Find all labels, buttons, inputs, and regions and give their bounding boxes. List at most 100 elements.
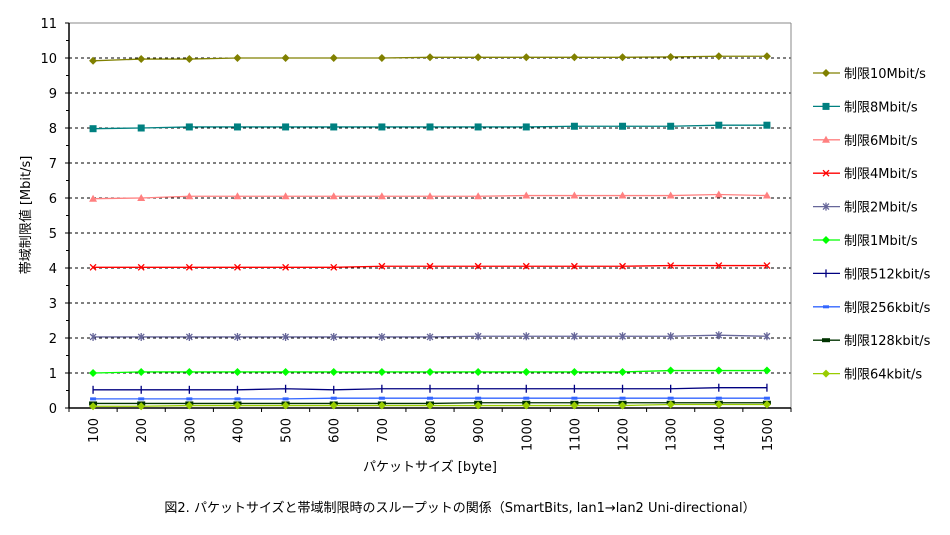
data-point (618, 191, 627, 199)
data-point (185, 123, 193, 131)
data-point (763, 396, 770, 400)
axes: 0 1 2 3 4 5 6 7 8 9 10 11 100 200 300 400 500 600 700 800 90… (40, 17, 792, 451)
y-tick-label: 3 (49, 297, 57, 312)
data-point (426, 401, 434, 410)
legend: 制限10Mbit/s 制限8Mbit/s 制限6Mbit/s 制限4Mbit/s 制限2… (813, 67, 931, 383)
data-point (233, 192, 242, 200)
series-2 (89, 121, 771, 133)
data-point (523, 396, 530, 400)
data-point (474, 367, 483, 376)
data-point (89, 332, 97, 341)
data-point (619, 262, 626, 270)
legend-marker (822, 338, 830, 343)
legend-label: 制限256kbit/s (844, 301, 931, 316)
data-point (667, 396, 674, 400)
data-point (233, 367, 242, 376)
x-tick-label: 900 (472, 418, 487, 443)
data-point (89, 369, 98, 377)
x-tick-label: 700 (376, 418, 391, 443)
data-point (714, 190, 723, 198)
data-point (89, 263, 97, 271)
data-point (570, 191, 579, 199)
data-point (137, 263, 145, 271)
data-point (522, 367, 531, 376)
data-point (138, 397, 145, 401)
data-point (762, 52, 771, 61)
data-point (378, 332, 386, 341)
legend-label: 制限64kbit/s (844, 368, 922, 383)
x-tick-label: 1400 (713, 418, 728, 451)
data-point (377, 54, 386, 62)
data-point (377, 367, 386, 376)
data-point (281, 401, 290, 410)
legend-item: 制限512kbit/s (813, 267, 931, 282)
data-point (330, 123, 338, 131)
data-point (233, 123, 241, 131)
legend-marker (822, 135, 830, 143)
data-point (426, 53, 434, 62)
data-point (281, 367, 290, 376)
data-point (185, 192, 194, 200)
data-point (763, 332, 771, 341)
data-point (571, 396, 578, 400)
data-point (378, 123, 386, 131)
data-point (89, 402, 98, 411)
data-point (426, 262, 434, 270)
legend-item: 制限128kbit/s (813, 334, 931, 349)
data-point (185, 263, 193, 271)
data-point (714, 366, 723, 375)
data-point (330, 396, 337, 400)
series-10 (89, 400, 771, 411)
x-tick-label: 500 (280, 418, 295, 443)
data-point (570, 262, 578, 270)
data-point (185, 367, 194, 376)
data-point (330, 263, 338, 271)
data-point (522, 53, 531, 62)
data-point (619, 122, 627, 130)
figure-caption: 図2. パケットサイズと帯域制限時のスループットの関係（SmartBits, l… (164, 500, 755, 516)
y-tick-label: 10 (40, 52, 57, 67)
data-point (714, 400, 723, 409)
data-point (570, 332, 578, 341)
legend-item: 制限4Mbit/s (813, 167, 918, 182)
x-tick-label: 1200 (617, 418, 632, 451)
data-point (618, 401, 627, 410)
data-point (715, 121, 723, 129)
data-point (475, 396, 482, 400)
data-point (185, 332, 193, 341)
legend-marker (823, 305, 829, 309)
data-point (522, 123, 530, 131)
data-point (233, 401, 242, 410)
data-point (378, 262, 386, 270)
data-point (474, 262, 482, 270)
x-tick-label: 600 (328, 418, 343, 443)
data-point (474, 401, 483, 410)
data-point (762, 191, 771, 199)
data-point (474, 53, 483, 62)
data-point (186, 397, 193, 401)
x-tick-label: 100 (87, 418, 102, 443)
series-5 (89, 331, 771, 341)
data-point (137, 402, 146, 411)
data-point (89, 194, 98, 202)
legend-item: 制限6Mbit/s (813, 134, 918, 149)
y-tick-label: 7 (49, 157, 57, 172)
data-point (234, 332, 241, 341)
data-point (234, 397, 241, 401)
legend-label: 制限4Mbit/s (844, 167, 918, 182)
legend-item: 制限64kbit/s (813, 368, 922, 383)
legend-marker (822, 69, 830, 77)
data-point (377, 192, 386, 200)
data-point (666, 400, 675, 409)
x-tick-label: 800 (424, 418, 439, 443)
x-tick-label: 1100 (568, 418, 583, 451)
y-tick-label: 1 (49, 367, 57, 382)
data-point (89, 56, 98, 65)
data-point (427, 396, 433, 400)
data-point (378, 396, 385, 400)
data-point (185, 401, 194, 410)
y-tick-label: 11 (40, 17, 57, 32)
data-point (282, 263, 290, 271)
data-point (329, 192, 338, 200)
